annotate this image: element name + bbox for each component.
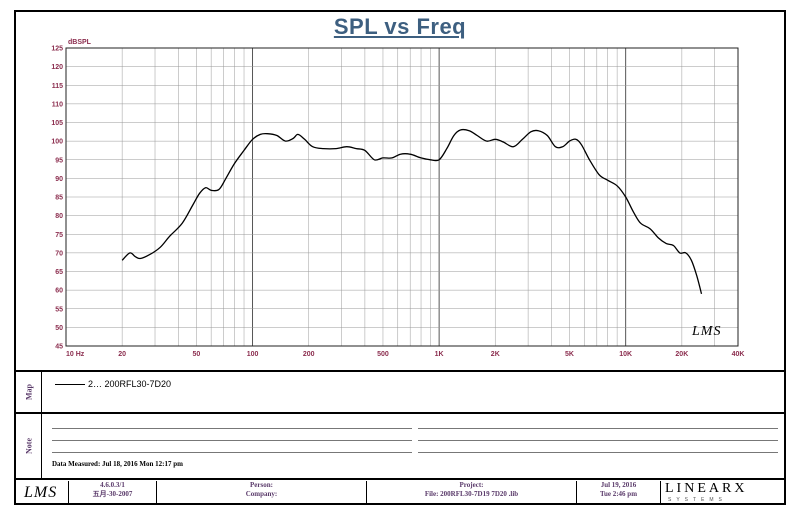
date-cell: Jul 19, 2016 Tue 2:46 pm <box>576 481 660 503</box>
person-cell: Person: Company: <box>156 481 366 503</box>
series-line <box>121 128 703 295</box>
y-tick-label: 90 <box>55 176 63 183</box>
x-tick-label: 5K <box>565 351 574 358</box>
y-tick-label: 55 <box>55 306 63 313</box>
note-rule <box>52 452 412 453</box>
linearx-sub: SYSTEMS <box>668 497 727 503</box>
lms-watermark: LMS <box>692 324 722 339</box>
note-rule <box>52 428 412 429</box>
x-tick-label: 1K <box>435 351 444 358</box>
y-tick-label: 85 <box>55 195 63 202</box>
x-tick-label: 20 <box>118 351 126 358</box>
x-tick-label: 500 <box>377 351 389 358</box>
note-rule <box>52 440 412 441</box>
y-tick-label: 100 <box>51 139 63 146</box>
note-rule <box>418 452 778 453</box>
x-tick-label: 50 <box>193 351 201 358</box>
note-rule <box>418 440 778 441</box>
y-tick-label: 45 <box>55 344 63 351</box>
linearx-logo: LINEARX <box>665 481 748 496</box>
y-tick-label: 125 <box>51 46 63 53</box>
map-side-label: Map <box>16 371 42 412</box>
y-tick-label: 60 <box>55 288 63 295</box>
brand-cell <box>660 481 784 503</box>
x-tick-label: 40K <box>732 351 745 358</box>
version-cell: 4.6.0.3/1 五月-30-2007 <box>68 481 156 503</box>
y-tick-label: 110 <box>52 101 63 108</box>
y-tick-label: 115 <box>52 83 63 90</box>
x-tick-label: 20K <box>675 351 688 358</box>
legend-label: 2… 200RFL30-7D20 <box>88 379 172 389</box>
y-tick-label: 65 <box>55 269 63 276</box>
y-tick-label: 105 <box>51 120 63 127</box>
note-rule <box>418 428 778 429</box>
y-tick-label: 70 <box>55 250 63 257</box>
y-tick-label: 75 <box>55 232 63 239</box>
chart-title: SPL vs Freq <box>333 14 467 39</box>
note-side-label: Note <box>16 413 42 478</box>
legend-swatch <box>55 384 85 385</box>
x-tick-label: 200 <box>303 351 315 358</box>
note-panel <box>16 412 784 478</box>
y-tick-label: 120 <box>51 64 63 71</box>
footer-bar <box>16 478 784 505</box>
y-tick-label: 50 <box>55 325 63 332</box>
y-tick-label: 95 <box>55 157 63 164</box>
measured-date: Data Measured: Jul 18, 2016 Mon 12:17 pm <box>52 460 183 468</box>
map-panel <box>16 370 784 412</box>
plot-area <box>65 47 739 347</box>
spl-chart: 45 50 55 60 65 70 75 80 85 90 95 100 105 110 115 120 125… <box>51 39 745 358</box>
x-tick-label: 100 <box>247 351 259 358</box>
x-tick-label: 2K <box>491 351 500 358</box>
x-tick-label: 10K <box>619 351 632 358</box>
lms-logo: LMS <box>24 484 58 501</box>
x-tick-label: 10 Hz <box>66 351 85 358</box>
y-tick-label: 80 <box>55 213 63 220</box>
project-cell: Project: File: 200RFL30-7D19 7D20 .lib <box>366 481 576 503</box>
y-axis-label: dBSPL <box>68 39 92 46</box>
